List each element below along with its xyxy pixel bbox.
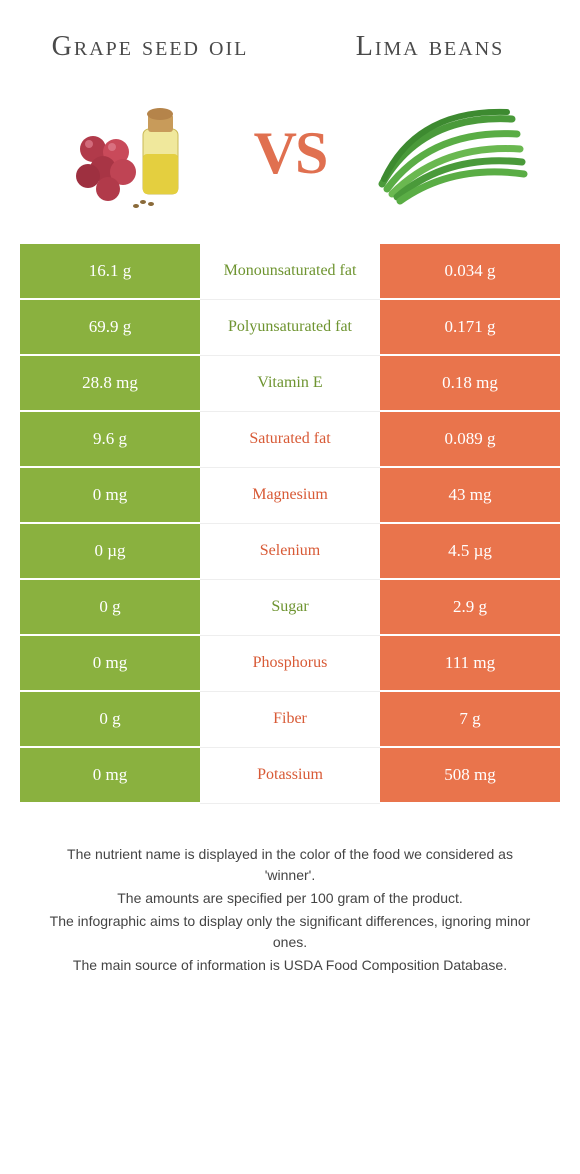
nutrient-label: Magnesium	[200, 468, 380, 524]
table-row: 0 mgPhosphorus111 mg	[20, 636, 560, 692]
table-row: 28.8 mgVitamin E0.18 mg	[20, 356, 560, 412]
title-left: Grape seed oil	[50, 30, 250, 64]
title-right: Lima beans	[330, 30, 530, 64]
table-row: 69.9 gPolyunsaturated fat0.171 g	[20, 300, 560, 356]
nutrient-label: Vitamin E	[200, 356, 380, 412]
value-left: 16.1 g	[20, 244, 200, 300]
lima-beans-image	[362, 94, 532, 214]
nutrient-label: Polyunsaturated fat	[200, 300, 380, 356]
nutrition-table: 16.1 gMonounsaturated fat0.034 g69.9 gPo…	[20, 244, 560, 804]
value-right: 0.18 mg	[380, 356, 560, 412]
footer-notes: The nutrient name is displayed in the co…	[0, 804, 580, 976]
header: Grape seed oil Lima beans	[0, 0, 580, 84]
value-right: 0.034 g	[380, 244, 560, 300]
value-left: 0 µg	[20, 524, 200, 580]
table-row: 16.1 gMonounsaturated fat0.034 g	[20, 244, 560, 300]
vs-label: VS	[254, 119, 327, 188]
value-left: 28.8 mg	[20, 356, 200, 412]
table-row: 0 mgPotassium508 mg	[20, 748, 560, 804]
value-right: 4.5 µg	[380, 524, 560, 580]
images-row: VS	[0, 84, 580, 244]
value-left: 0 mg	[20, 748, 200, 804]
nutrient-label: Selenium	[200, 524, 380, 580]
value-right: 2.9 g	[380, 580, 560, 636]
nutrient-label: Phosphorus	[200, 636, 380, 692]
table-row: 0 µgSelenium4.5 µg	[20, 524, 560, 580]
footer-line: The main source of information is USDA F…	[40, 955, 540, 976]
value-left: 69.9 g	[20, 300, 200, 356]
value-right: 7 g	[380, 692, 560, 748]
value-right: 0.171 g	[380, 300, 560, 356]
value-left: 9.6 g	[20, 412, 200, 468]
nutrient-label: Potassium	[200, 748, 380, 804]
value-left: 0 mg	[20, 468, 200, 524]
footer-line: The amounts are specified per 100 gram o…	[40, 888, 540, 909]
table-row: 9.6 gSaturated fat0.089 g	[20, 412, 560, 468]
value-right: 43 mg	[380, 468, 560, 524]
nutrient-label: Monounsaturated fat	[200, 244, 380, 300]
value-right: 508 mg	[380, 748, 560, 804]
nutrient-label: Saturated fat	[200, 412, 380, 468]
value-right: 111 mg	[380, 636, 560, 692]
table-row: 0 mgMagnesium43 mg	[20, 468, 560, 524]
table-row: 0 gFiber7 g	[20, 692, 560, 748]
table-row: 0 gSugar2.9 g	[20, 580, 560, 636]
grape-seed-oil-image	[48, 94, 218, 214]
footer-line: The nutrient name is displayed in the co…	[40, 844, 540, 886]
footer-line: The infographic aims to display only the…	[40, 911, 540, 953]
value-left: 0 g	[20, 692, 200, 748]
value-left: 0 g	[20, 580, 200, 636]
nutrient-label: Sugar	[200, 580, 380, 636]
value-left: 0 mg	[20, 636, 200, 692]
nutrient-label: Fiber	[200, 692, 380, 748]
value-right: 0.089 g	[380, 412, 560, 468]
